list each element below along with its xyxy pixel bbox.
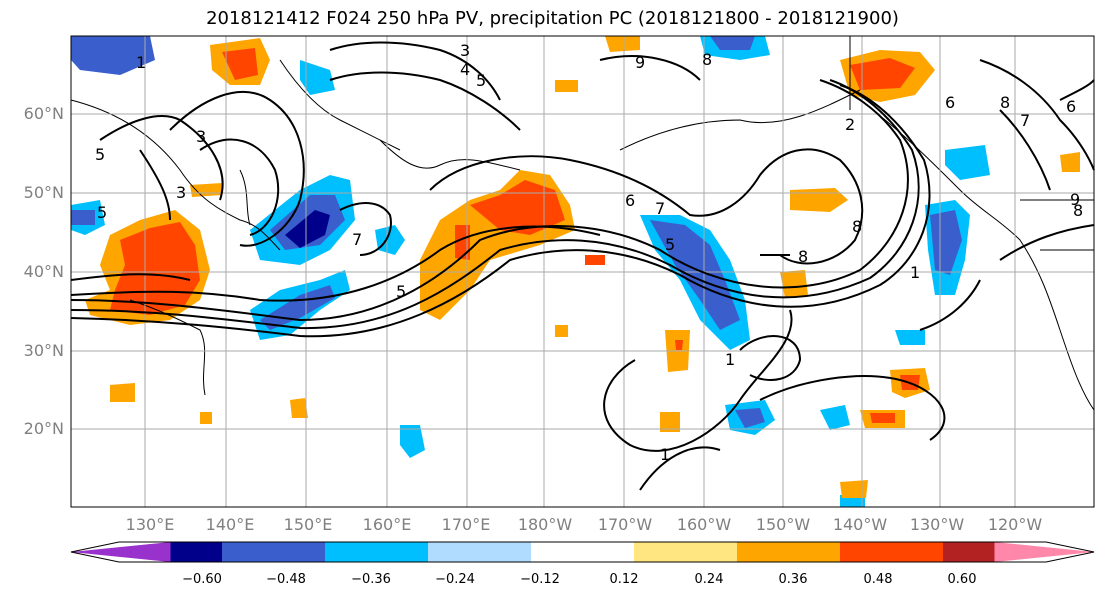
colorbar-tick: 0.60 bbox=[947, 572, 977, 587]
contour-label: 1 bbox=[910, 263, 920, 282]
lon-label: 130°W bbox=[909, 515, 965, 534]
blue-region bbox=[71, 36, 155, 75]
contour-label: 6 bbox=[945, 93, 955, 112]
map-title: 2018121412 F024 250 hPa PV, precipitatio… bbox=[206, 8, 899, 29]
contour-label: 8 bbox=[852, 217, 862, 236]
colorbar-tick: 0.48 bbox=[863, 572, 893, 587]
contour-label: 1 bbox=[725, 350, 735, 369]
lon-label: 120°W bbox=[987, 515, 1043, 534]
contour-labels: 3 4 5 5 3 5 7 8 9 1 5 6 7 8 8 8 1 1 1 7 … bbox=[95, 41, 1083, 464]
colorbar-tick: −0.24 bbox=[435, 572, 475, 587]
colorbar-segment bbox=[737, 542, 840, 562]
contour-label: 8 bbox=[798, 247, 808, 266]
colorbar-tick: −0.60 bbox=[182, 572, 222, 587]
colorbar-outline bbox=[70, 541, 1095, 563]
lon-label: 160°W bbox=[676, 515, 732, 534]
contour-label: 9 bbox=[1070, 190, 1080, 209]
colorbar-segment bbox=[325, 542, 428, 562]
colorbar-segment bbox=[634, 542, 737, 562]
lon-label: 170°W bbox=[597, 515, 653, 534]
lon-label: 130°E bbox=[125, 515, 175, 534]
contour-label: 8 bbox=[1000, 93, 1010, 112]
graticule bbox=[71, 36, 1094, 507]
lat-label: 20°N bbox=[23, 419, 64, 438]
colorbar-tick: 0.36 bbox=[778, 572, 808, 587]
contour-label: 5 bbox=[476, 71, 486, 90]
contour-label: 5 bbox=[396, 282, 406, 301]
colorbar bbox=[70, 541, 1095, 563]
contour-label: 5 bbox=[665, 235, 675, 254]
lat-label: 60°N bbox=[23, 104, 64, 123]
contour-label: 1 bbox=[136, 53, 146, 72]
contour-label: 8 bbox=[702, 50, 712, 69]
pv-contours bbox=[70, 41, 1095, 491]
colorbar-segment bbox=[222, 542, 325, 562]
coastlines bbox=[70, 36, 1095, 411]
lat-label: 40°N bbox=[23, 262, 64, 281]
colorbar-tick: 0.24 bbox=[694, 572, 724, 587]
colorbar-segment bbox=[170, 542, 222, 562]
lon-label: 170°E bbox=[441, 515, 491, 534]
contour-label: 8 bbox=[1073, 201, 1083, 220]
lon-label: 140°W bbox=[832, 515, 888, 534]
contour-label: 4 bbox=[460, 60, 470, 79]
contour-label: 7 bbox=[1020, 111, 1030, 130]
colorbar-segment bbox=[840, 542, 943, 562]
lon-label: 180°W bbox=[517, 515, 573, 534]
contour-label: 5 bbox=[95, 145, 105, 164]
contour-label: 2 bbox=[845, 115, 855, 134]
contour-label: 9 bbox=[635, 53, 645, 72]
colorbar-extend-low bbox=[71, 542, 171, 562]
colorbar-tick: 0.12 bbox=[609, 572, 639, 587]
contour-label: 7 bbox=[352, 230, 362, 249]
contour-label: 7 bbox=[655, 199, 665, 218]
lon-label: 150°W bbox=[755, 515, 811, 534]
colorbar-seam bbox=[169, 542, 171, 562]
contour-label: 3 bbox=[196, 127, 206, 146]
colorbar-tick: −0.12 bbox=[520, 572, 560, 587]
contour-label: 3 bbox=[460, 41, 470, 60]
contour-label: 6 bbox=[1066, 97, 1076, 116]
lon-label: 160°E bbox=[362, 515, 412, 534]
contour-label: 1 bbox=[660, 445, 670, 464]
lat-label: 50°N bbox=[23, 183, 64, 202]
colorbar-tick: −0.36 bbox=[351, 572, 391, 587]
colorbar-tick: −0.48 bbox=[266, 572, 306, 587]
contour-label: 3 bbox=[176, 183, 186, 202]
lat-label: 30°N bbox=[23, 341, 64, 360]
colorbar-segment bbox=[943, 542, 995, 562]
colorbar-extend-high bbox=[994, 542, 1094, 562]
colorbar-segment bbox=[531, 542, 634, 562]
lon-label: 150°E bbox=[283, 515, 333, 534]
contour-label: 5 bbox=[97, 203, 107, 222]
colorbar-segment bbox=[428, 542, 531, 562]
plot-border bbox=[70, 35, 1095, 508]
lon-label: 140°E bbox=[205, 515, 255, 534]
precip-shading bbox=[71, 36, 1080, 507]
contour-label: 6 bbox=[625, 191, 635, 210]
